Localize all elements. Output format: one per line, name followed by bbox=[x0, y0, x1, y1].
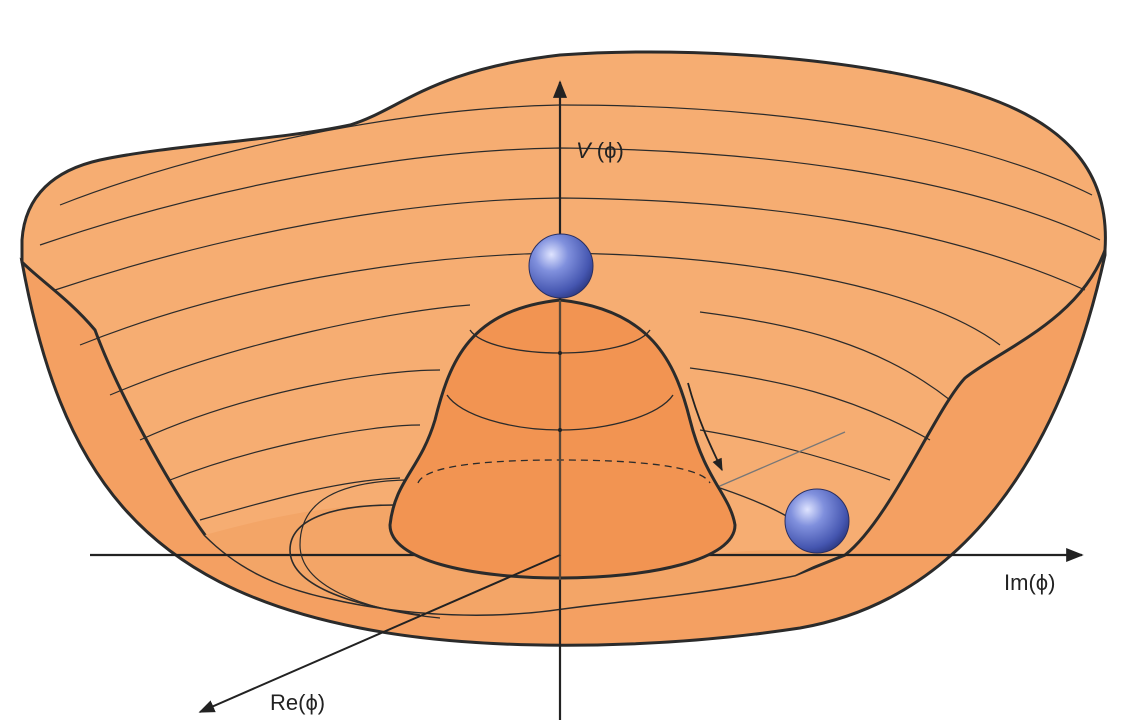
re-axis-label: Re(ϕ) bbox=[270, 690, 325, 715]
im-axis-label: Im(ϕ) bbox=[1004, 570, 1055, 595]
trough-loop-left-inner bbox=[299, 479, 441, 619]
ball-on-hump bbox=[528, 233, 594, 299]
trough-floor bbox=[205, 505, 840, 615]
re-axis-line bbox=[198, 554, 561, 713]
roll-down-arrow bbox=[687, 382, 723, 472]
v-axis-label: V (ϕ) bbox=[576, 138, 624, 163]
ball-in-trough bbox=[784, 488, 850, 554]
hump-axis-dot-lower bbox=[558, 428, 562, 432]
hump-axis-dot-upper bbox=[558, 351, 562, 355]
trough-loop-left bbox=[289, 504, 421, 616]
